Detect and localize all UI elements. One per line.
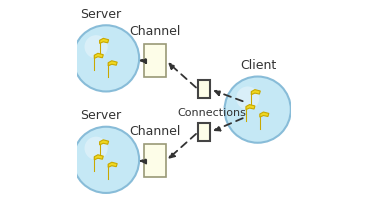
Polygon shape	[100, 140, 109, 145]
Bar	[145, 44, 166, 77]
Polygon shape	[251, 90, 260, 95]
Bar	[198, 123, 210, 141]
Text: Channel: Channel	[130, 25, 181, 38]
Bar	[145, 144, 166, 177]
Bar	[198, 80, 210, 98]
Polygon shape	[260, 112, 269, 117]
Text: Channel: Channel	[130, 125, 181, 138]
Polygon shape	[108, 162, 117, 167]
Circle shape	[236, 86, 259, 110]
Polygon shape	[94, 53, 103, 58]
Text: Client: Client	[241, 59, 277, 72]
Circle shape	[73, 127, 139, 193]
Text: Server: Server	[81, 109, 122, 123]
Circle shape	[73, 25, 139, 91]
Text: Server: Server	[81, 8, 122, 21]
Polygon shape	[246, 104, 255, 110]
Circle shape	[85, 35, 108, 58]
Polygon shape	[100, 38, 109, 43]
Circle shape	[224, 77, 291, 143]
Polygon shape	[108, 61, 117, 66]
Polygon shape	[94, 155, 103, 160]
Circle shape	[85, 137, 108, 160]
Text: Connections: Connections	[177, 108, 246, 118]
